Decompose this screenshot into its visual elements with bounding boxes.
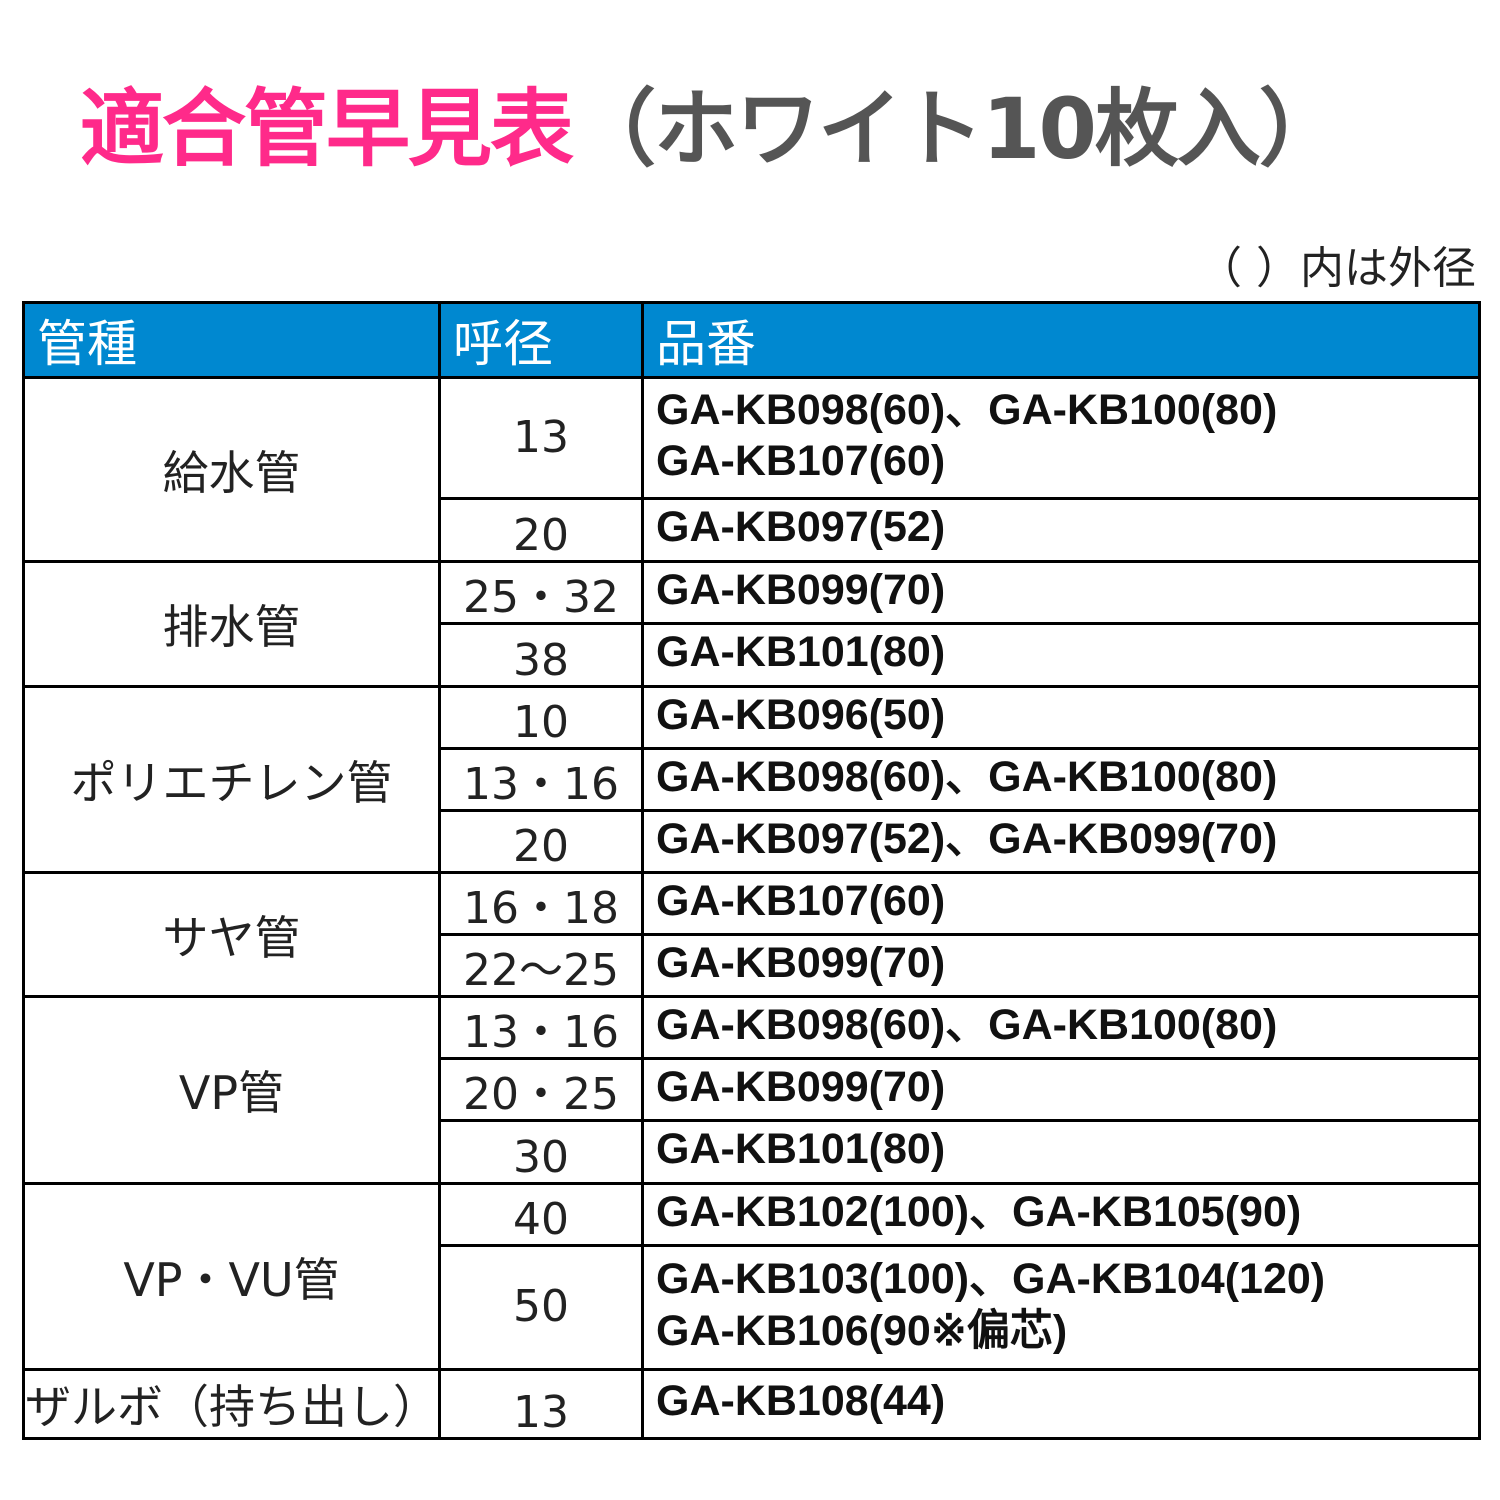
part-number: GA-KB098(60)、GA-KB100(80): [656, 385, 1278, 434]
pipe-type-cell: ポリエチレン管: [22, 685, 441, 874]
part-number: GA-KB103(100)、GA-KB104(120): [656, 1255, 1326, 1304]
part-number: GA-KB101(80): [656, 628, 946, 677]
nominal-size-cell: 25・32: [438, 560, 644, 625]
nominal-size-cell: 20: [438, 809, 644, 874]
part-number-cell: GA-KB099(70): [641, 1057, 1481, 1122]
part-number-cell: GA-KB101(80): [641, 1119, 1481, 1185]
table-row: VP管 13・16 GA-KB098(60)、GA-KB100(80): [22, 995, 1481, 1185]
outer-diameter-note: （ ）内は外径: [1198, 243, 1476, 294]
part-number-cell: GA-KB098(60)、GA-KB100(80): [641, 747, 1481, 812]
nominal-size-cell: 13・16: [438, 747, 644, 812]
nominal-size-cell: 13: [438, 376, 644, 500]
pipe-type-cell: サヤ管: [22, 871, 441, 998]
table-header-row: 管種 呼径 品番: [22, 301, 1481, 379]
part-number-cell: GA-KB103(100)、GA-KB104(120) GA-KB106(90※偏…: [641, 1244, 1481, 1371]
table-row: 38 GA-KB101(80): [24, 622, 1481, 688]
nominal-size-cell: 22～25: [438, 933, 644, 998]
table-row: 13・16 GA-KB098(60)、GA-KB100(80): [24, 747, 1481, 812]
part-number: GA-KB098(60)、GA-KB100(80): [656, 752, 1278, 801]
part-number-cell: GA-KB098(60)、GA-KB100(80): [641, 995, 1481, 1060]
part-number: GA-KB099(70): [656, 938, 946, 987]
pipe-compatibility-table: 管種 呼径 品番 給水管 13 GA-KB098(60)、GA-KB100(80) G…: [22, 301, 1481, 1440]
nominal-size-cell: 13: [438, 1368, 644, 1440]
part-number: GA-KB096(50): [656, 690, 946, 739]
table-row: サヤ管 16・18 GA-KB107(60): [22, 871, 1481, 998]
table-row: 30 GA-KB101(80): [24, 1119, 1481, 1185]
nominal-size-cell: 40: [438, 1182, 644, 1247]
table-row: 給水管 13 GA-KB098(60)、GA-KB100(80) GA-KB107(6…: [22, 376, 1481, 563]
part-number-cell: GA-KB099(70): [641, 560, 1481, 625]
table-row: 20 GA-KB097(52): [24, 497, 1481, 563]
nominal-size-cell: 50: [438, 1244, 644, 1371]
part-number: GA-KB106(90※偏芯): [656, 1306, 1068, 1355]
table-row: 50 GA-KB103(100)、GA-KB104(120) GA-KB106(90…: [24, 1244, 1481, 1371]
page-title: 適合管早見表（ホワイト10枚入）: [80, 62, 1343, 183]
pipe-type-cell: 給水管: [22, 376, 441, 563]
nominal-size-cell: 20・25: [438, 1057, 644, 1122]
title-sub: （ホワイト10枚入）: [572, 80, 1343, 178]
table-row: ポリエチレン管 10 GA-KB096(50): [22, 685, 1481, 874]
part-number: GA-KB107(60): [656, 437, 946, 485]
part-number: GA-KB099(70): [656, 565, 946, 614]
part-number-cell: GA-KB098(60)、GA-KB100(80) GA-KB107(60): [641, 376, 1481, 500]
part-number-cell: GA-KB097(52)、GA-KB099(70): [641, 809, 1481, 874]
nominal-size-cell: 38: [438, 622, 644, 688]
table-row: 排水管 25・32 GA-KB099(70): [22, 560, 1481, 688]
header-part-number: 品番: [641, 301, 1481, 379]
pipe-type-cell: VP・VU管: [22, 1182, 441, 1371]
table-row: 20 GA-KB097(52)、GA-KB099(70): [24, 809, 1481, 874]
nominal-size-cell: 16・18: [438, 871, 644, 936]
table-row: ザルボ（持ち出し） 13 GA-KB108(44): [22, 1368, 1481, 1440]
part-number: GA-KB102(100)、GA-KB105(90): [656, 1187, 1302, 1236]
header-pipe-type: 管種: [22, 301, 441, 379]
part-number-cell: GA-KB108(44): [641, 1368, 1481, 1440]
table-row: 22～25 GA-KB099(70): [24, 933, 1481, 998]
part-number: GA-KB097(52): [656, 503, 946, 552]
part-number-cell: GA-KB107(60): [641, 871, 1481, 936]
header-nominal-size: 呼径: [438, 301, 644, 379]
nominal-size-cell: 10: [438, 685, 644, 750]
part-number-cell: GA-KB096(50): [641, 685, 1481, 750]
part-number-cell: GA-KB101(80): [641, 622, 1481, 688]
part-number: GA-KB108(44): [656, 1377, 946, 1426]
nominal-size-cell: 30: [438, 1119, 644, 1185]
table-row: 20・25 GA-KB099(70): [24, 1057, 1481, 1122]
part-number: GA-KB101(80): [656, 1125, 946, 1174]
table-row: VP・VU管 40 GA-KB102(100)、GA-KB105(90): [22, 1182, 1481, 1371]
part-number: GA-KB097(52)、GA-KB099(70): [656, 814, 1278, 863]
part-number-cell: GA-KB099(70): [641, 933, 1481, 998]
part-number: GA-KB098(60)、GA-KB100(80): [656, 1000, 1278, 1049]
pipe-type-cell: VP管: [22, 995, 441, 1185]
part-number-cell: GA-KB097(52): [641, 497, 1481, 563]
pipe-type-cell: ザルボ（持ち出し）: [22, 1368, 441, 1440]
title-main: 適合管早見表: [80, 80, 574, 178]
nominal-size-cell: 13・16: [438, 995, 644, 1060]
part-number: GA-KB099(70): [656, 1062, 946, 1111]
part-number: GA-KB107(60): [656, 876, 946, 925]
nominal-size-cell: 20: [438, 497, 644, 563]
part-number-cell: GA-KB102(100)、GA-KB105(90): [641, 1182, 1481, 1247]
pipe-type-cell: 排水管: [22, 560, 441, 688]
